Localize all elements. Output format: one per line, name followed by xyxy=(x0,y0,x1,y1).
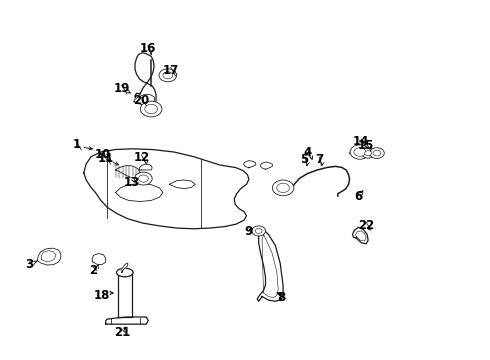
Circle shape xyxy=(365,150,371,156)
Polygon shape xyxy=(135,53,156,105)
Polygon shape xyxy=(134,95,155,105)
Text: 6: 6 xyxy=(354,190,363,203)
Text: 8: 8 xyxy=(277,291,286,304)
Polygon shape xyxy=(92,253,106,265)
Polygon shape xyxy=(116,166,140,178)
Text: 13: 13 xyxy=(123,176,140,189)
Ellipse shape xyxy=(117,268,133,277)
Circle shape xyxy=(145,104,158,114)
Text: 4: 4 xyxy=(303,145,312,158)
Circle shape xyxy=(369,148,384,158)
Text: 19: 19 xyxy=(114,82,130,95)
Text: 16: 16 xyxy=(140,42,156,55)
Polygon shape xyxy=(118,274,132,317)
Circle shape xyxy=(354,148,366,156)
Polygon shape xyxy=(244,161,256,168)
Polygon shape xyxy=(288,166,349,196)
Polygon shape xyxy=(37,248,61,265)
Text: 2: 2 xyxy=(89,264,97,276)
Text: 14: 14 xyxy=(353,135,369,148)
Polygon shape xyxy=(352,227,368,244)
Polygon shape xyxy=(257,229,283,301)
Circle shape xyxy=(277,183,290,193)
Text: 15: 15 xyxy=(358,139,374,152)
Text: 21: 21 xyxy=(114,325,130,338)
Polygon shape xyxy=(84,149,249,229)
Text: 17: 17 xyxy=(163,64,179,77)
Circle shape xyxy=(350,145,369,159)
Circle shape xyxy=(252,226,266,236)
Text: 12: 12 xyxy=(133,151,149,164)
Polygon shape xyxy=(140,164,152,170)
Circle shape xyxy=(163,72,172,79)
Circle shape xyxy=(141,101,162,117)
Circle shape xyxy=(361,148,375,158)
Polygon shape xyxy=(260,162,272,169)
Polygon shape xyxy=(122,263,128,273)
Text: 9: 9 xyxy=(245,225,253,238)
Text: 18: 18 xyxy=(94,289,111,302)
Text: 22: 22 xyxy=(358,219,374,232)
Circle shape xyxy=(135,172,152,185)
Text: 1: 1 xyxy=(73,138,80,151)
Circle shape xyxy=(373,150,381,156)
Polygon shape xyxy=(106,317,148,324)
Circle shape xyxy=(255,228,262,233)
Text: 10: 10 xyxy=(94,148,110,161)
Circle shape xyxy=(272,180,294,196)
Circle shape xyxy=(139,175,148,182)
Text: 20: 20 xyxy=(133,94,149,107)
Text: 5: 5 xyxy=(300,153,309,166)
Circle shape xyxy=(159,69,176,82)
Text: 7: 7 xyxy=(315,153,323,166)
Text: 11: 11 xyxy=(98,152,114,165)
Text: 3: 3 xyxy=(25,258,34,271)
